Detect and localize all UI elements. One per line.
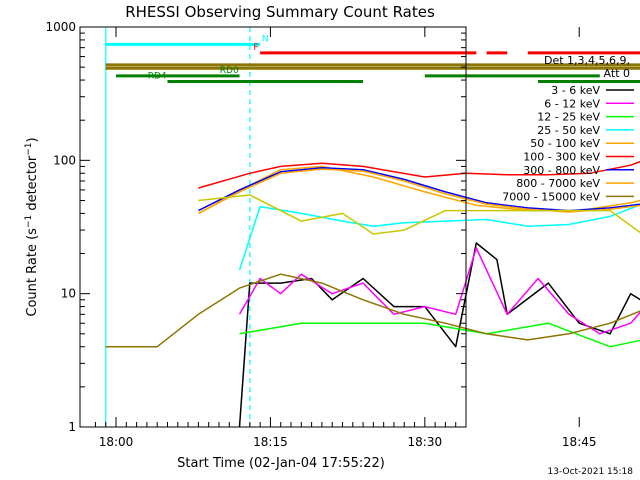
series-line-4: [198, 165, 640, 215]
flag-label-f: F: [253, 43, 258, 53]
series-line-7: [198, 168, 640, 215]
series-line-1: [238, 247, 640, 335]
legend-label-5: 100 - 300 keV: [523, 151, 600, 164]
y-label-mid: detector: [25, 155, 40, 215]
flag-label-rd0: RD0: [220, 66, 239, 76]
series-line-5: [198, 160, 640, 189]
legend-label-1: 6 - 12 keV: [544, 97, 600, 110]
plot-frame: [79, 26, 467, 428]
legend-label-2: 12 - 25 keV: [537, 111, 600, 124]
x-axis-label: Start Time (02-Jan-04 17:55:22): [177, 456, 385, 471]
x-tick-label-0: 18:00: [99, 435, 134, 449]
footer-timestamp: 13-Oct-2021 15:18: [548, 467, 634, 477]
series-line-2: [239, 322, 640, 348]
series-line-6: [198, 166, 640, 212]
y-tick-label-0: 1: [68, 420, 76, 434]
y-tick-label-1: 10: [61, 287, 76, 301]
y-axis-label: Count Rate (s−1 detector−1): [24, 137, 40, 316]
y-axis-ticks: 1 10 100 1000: [45, 20, 466, 434]
flag-label-n: N: [262, 34, 269, 44]
series-line-0: [238, 242, 640, 428]
x-tick-label-1: 18:15: [253, 435, 288, 449]
legend-label-3: 25 - 50 keV: [537, 124, 600, 137]
vertical-marker-lines: [105, 27, 251, 427]
x-tick-label-2: 18:30: [408, 435, 443, 449]
y-tick-label-3: 1000: [45, 20, 76, 34]
series-lines: [105, 160, 640, 428]
y-label-end: ): [25, 137, 40, 142]
legend-header-1: Att 0: [604, 67, 630, 80]
series-line-9: [198, 194, 640, 235]
flag-label-rd4: RD4: [148, 72, 167, 82]
y-label-sup2: −1: [24, 142, 34, 155]
legend-label-0: 3 - 6 keV: [551, 84, 600, 97]
y-label-sup1: −1: [24, 215, 34, 228]
legend-label-8: 7000 - 15000 keV: [502, 190, 600, 203]
x-tick-label-3: 18:45: [562, 435, 597, 449]
series-line-8: [105, 273, 640, 348]
flag-bars: NFFD1FD2RD0RD4: [105, 34, 640, 84]
chart-title: RHESSI Observing Summary Count Rates: [125, 3, 435, 21]
legend-header-0: Det 1,3,4,5,6,9,: [544, 54, 630, 67]
legend-label-6: 300 - 800 keV: [523, 164, 600, 177]
y-label-main: Count Rate (s: [25, 228, 40, 317]
legend-label-4: 50 - 100 keV: [530, 137, 600, 150]
legend-label-7: 800 - 7000 keV: [516, 177, 600, 190]
y-tick-label-2: 100: [53, 153, 76, 167]
